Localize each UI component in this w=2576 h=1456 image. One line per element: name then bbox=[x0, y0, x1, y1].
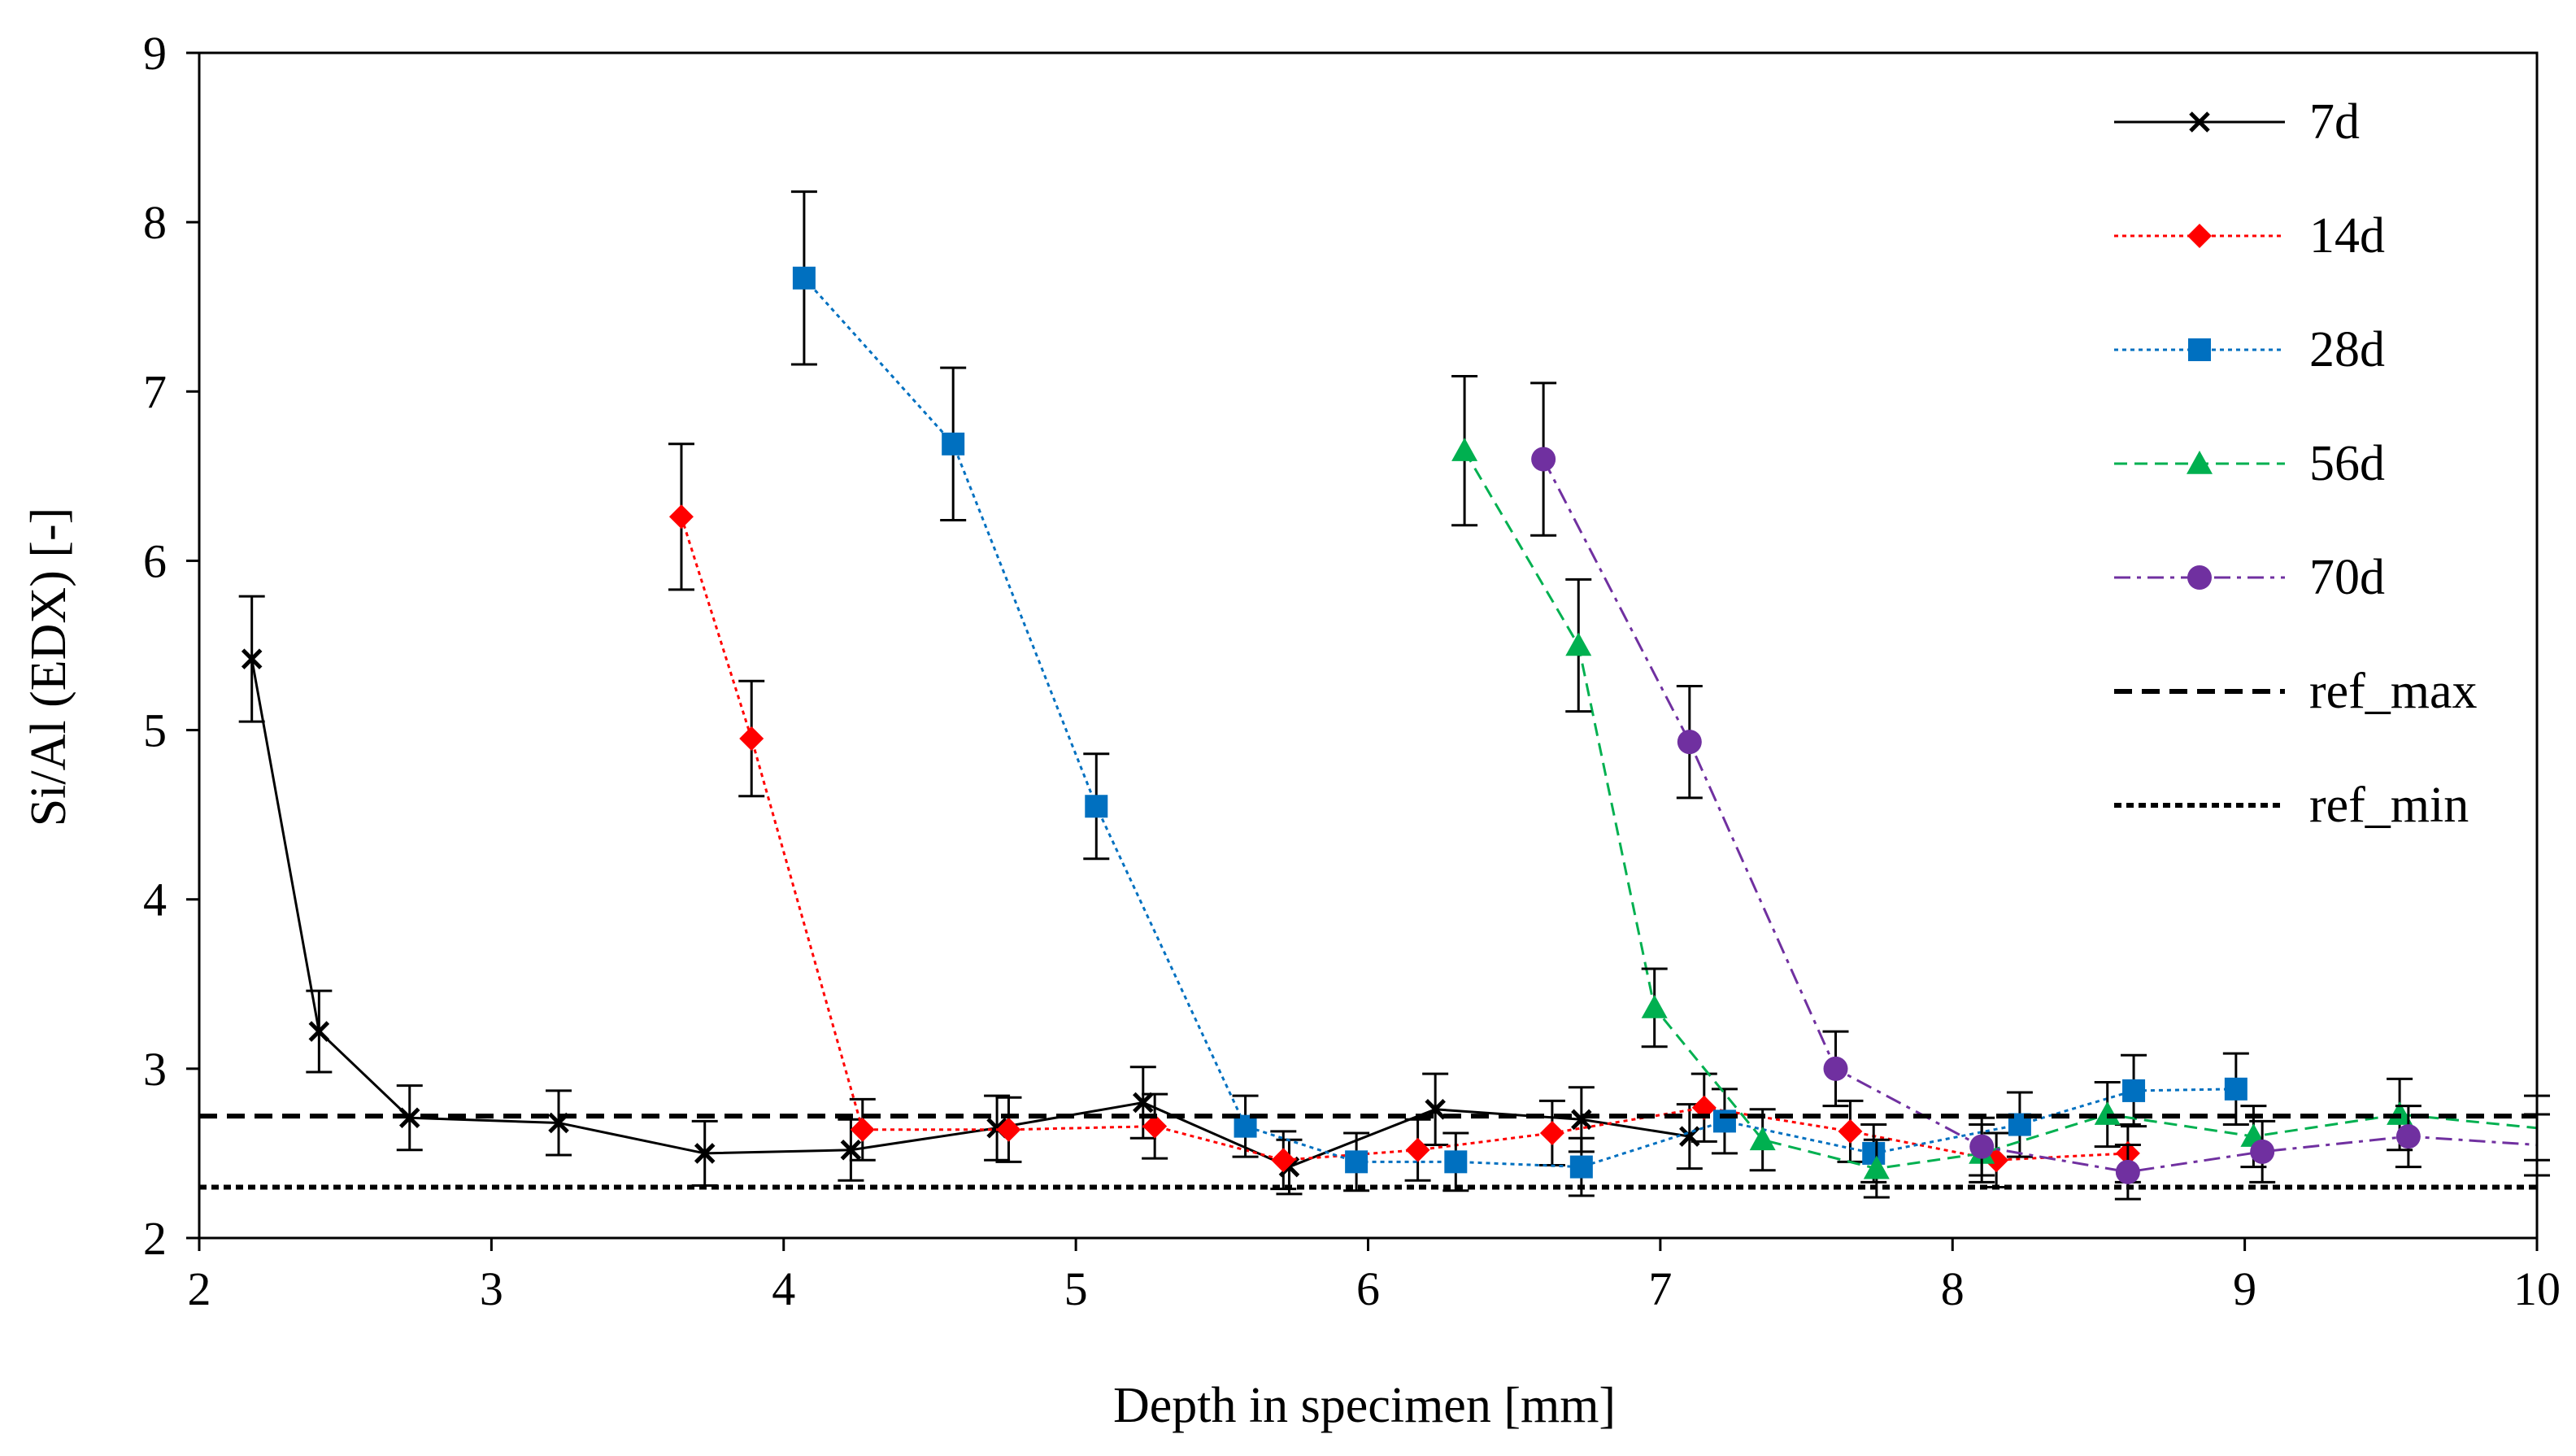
legend-item-ref_max: ref_max bbox=[2114, 664, 2478, 719]
data-point-56d bbox=[1565, 632, 1592, 656]
data-point-7d bbox=[308, 1021, 330, 1042]
data-point-56d bbox=[1451, 438, 1478, 461]
x-tick-label: 7 bbox=[1648, 1262, 1672, 1315]
series-layer bbox=[199, 190, 2550, 1201]
x-tick-label: 2 bbox=[188, 1262, 211, 1315]
y-tick-label: 6 bbox=[143, 534, 167, 587]
legend-label: 14d bbox=[2309, 208, 2385, 264]
y-axis-ticks: 2 3 4 5 6 7 8 9 bbox=[143, 27, 199, 1265]
data-point-70d bbox=[1969, 1134, 1995, 1159]
data-point-28d bbox=[1712, 1109, 1736, 1133]
x-tick-label: 5 bbox=[1064, 1262, 1088, 1315]
legend-item-ref_min: ref_min bbox=[2114, 778, 2469, 833]
data-point-28d bbox=[1444, 1150, 1468, 1174]
data-point-56d bbox=[2094, 1101, 2121, 1125]
y-tick-label: 4 bbox=[143, 874, 167, 926]
data-point-70d bbox=[2395, 1124, 2421, 1149]
data-point-14d bbox=[1142, 1114, 1168, 1139]
x-axis-ticks: 2 3 4 5 6 7 8 9 10 bbox=[188, 1238, 2561, 1315]
data-point-28d bbox=[1345, 1150, 1368, 1174]
y-tick-label: 3 bbox=[143, 1043, 167, 1096]
y-axis-title: Si/Al (EDX) [-] bbox=[21, 508, 76, 827]
data-point-14d bbox=[850, 1117, 875, 1142]
data-point-14d bbox=[739, 726, 764, 751]
legend-marker bbox=[2187, 224, 2212, 248]
data-point-70d bbox=[2115, 1159, 2140, 1184]
data-point-14d bbox=[1271, 1148, 1296, 1173]
legend-item-7d: 7d bbox=[2114, 94, 2360, 150]
series-line-28d bbox=[803, 277, 2236, 1169]
x-tick-label: 9 bbox=[2233, 1262, 2256, 1315]
data-point-70d bbox=[1677, 730, 1702, 755]
data-point-56d bbox=[2387, 1101, 2413, 1125]
data-point-7d bbox=[694, 1143, 716, 1164]
series-7d bbox=[238, 595, 1703, 1196]
data-point-28d bbox=[1569, 1155, 1593, 1179]
x-tick-label: 6 bbox=[1356, 1262, 1380, 1315]
legend-marker bbox=[2187, 451, 2213, 474]
data-point-56d bbox=[1863, 1155, 1890, 1179]
plot-frame bbox=[198, 51, 2539, 1240]
x-tick-label: 4 bbox=[772, 1262, 795, 1315]
series-14d bbox=[668, 442, 2141, 1191]
data-point-7d bbox=[241, 648, 263, 669]
data-point-70d bbox=[2250, 1139, 2275, 1164]
legend-item-70d: 70d bbox=[2114, 550, 2385, 605]
data-point-28d bbox=[2224, 1077, 2247, 1101]
legend: 7d 14d 28d 56d 70d ref_max ref_min bbox=[2114, 94, 2478, 833]
data-point-56d bbox=[1641, 994, 1668, 1018]
x-tick-label: 8 bbox=[1941, 1262, 1965, 1315]
series-70d bbox=[1530, 381, 2550, 1201]
legend-label: 70d bbox=[2309, 550, 2385, 605]
data-point-28d bbox=[942, 432, 965, 456]
legend-item-14d: 14d bbox=[2114, 208, 2385, 264]
data-point-14d bbox=[1405, 1137, 1430, 1162]
legend-label: 28d bbox=[2309, 322, 2385, 377]
x-axis-title: Depth in specimen [mm] bbox=[1113, 1378, 1616, 1433]
data-point-28d bbox=[792, 266, 816, 290]
legend-marker bbox=[2187, 565, 2212, 590]
data-point-7d bbox=[840, 1139, 862, 1161]
legend-item-56d: 56d bbox=[2114, 436, 2385, 491]
x-tick-label: 10 bbox=[2513, 1262, 2561, 1315]
legend-label: 7d bbox=[2309, 94, 2360, 150]
y-tick-label: 7 bbox=[143, 365, 167, 418]
data-point-14d bbox=[996, 1117, 1021, 1142]
data-point-56d bbox=[1749, 1127, 1776, 1151]
data-point-7d bbox=[1133, 1092, 1154, 1114]
plot-area bbox=[198, 51, 2539, 1240]
data-point-14d bbox=[668, 504, 694, 530]
legend-label: ref_max bbox=[2309, 664, 2478, 719]
legend-marker bbox=[2188, 338, 2211, 361]
data-point-14d bbox=[1838, 1118, 1863, 1144]
series-line-56d bbox=[1463, 450, 2538, 1170]
series-line-70d bbox=[1542, 458, 2538, 1174]
legend-item-28d: 28d bbox=[2114, 322, 2385, 377]
data-point-28d bbox=[1085, 795, 1108, 818]
y-tick-label: 9 bbox=[143, 27, 167, 80]
legend-label: ref_min bbox=[2309, 778, 2469, 833]
legend-marker bbox=[2189, 111, 2210, 133]
data-point-14d bbox=[1539, 1120, 1564, 1145]
legend-label: 56d bbox=[2309, 436, 2385, 491]
x-tick-label: 3 bbox=[480, 1262, 503, 1315]
data-point-28d bbox=[1234, 1114, 1257, 1138]
series-line-14d bbox=[680, 516, 2128, 1162]
series-line-7d bbox=[250, 658, 1690, 1169]
data-point-70d bbox=[1823, 1056, 1848, 1081]
data-point-70d bbox=[1531, 447, 1556, 472]
y-tick-label: 2 bbox=[143, 1212, 167, 1265]
series-28d bbox=[790, 190, 2249, 1197]
data-point-28d bbox=[2122, 1079, 2146, 1102]
y-tick-label: 8 bbox=[143, 196, 167, 249]
y-tick-label: 5 bbox=[143, 704, 167, 757]
data-point-7d bbox=[1571, 1109, 1592, 1131]
